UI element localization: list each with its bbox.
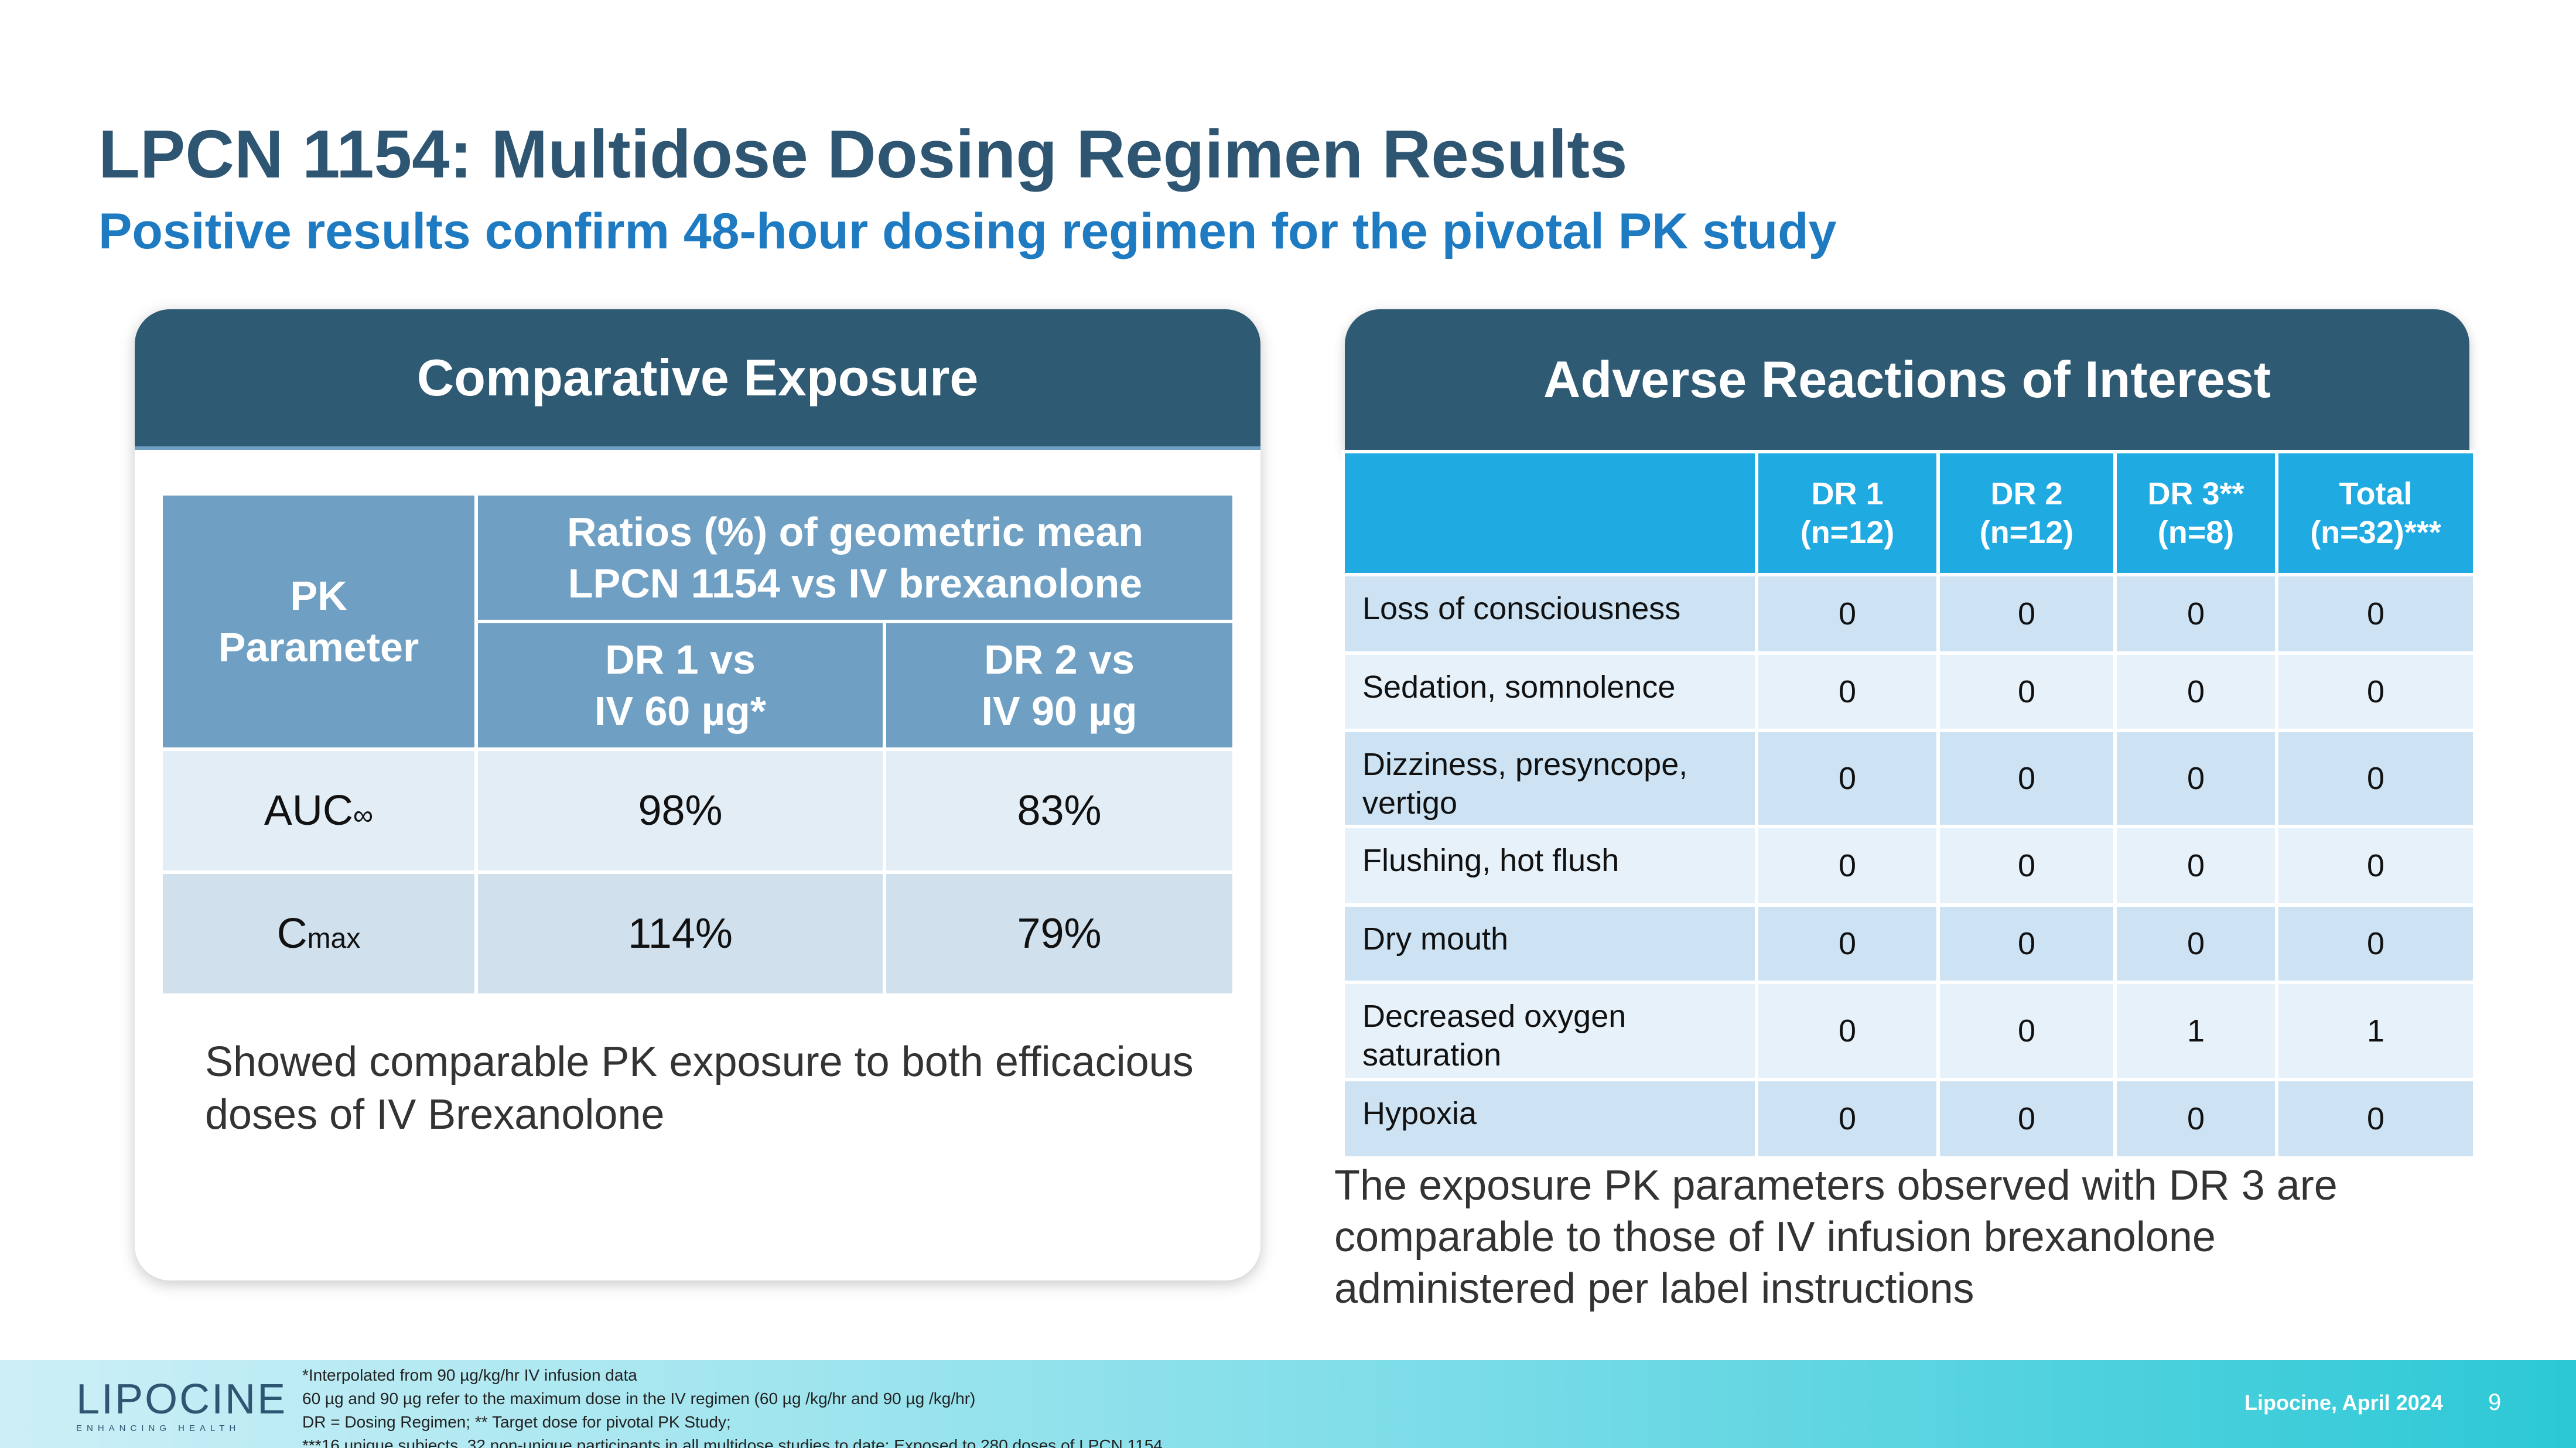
value-cell: 0 (1936, 573, 2117, 655)
value-cell: 0 (2113, 729, 2278, 828)
value-cell: 0 (1936, 903, 2117, 984)
table-row: Cmax 114% 79% (159, 870, 1236, 997)
reaction-label: Loss of consciousness (1341, 573, 1758, 655)
value-cell: 0 (1936, 1078, 2117, 1160)
table-row: Loss of consciousness 0 0 0 0 (1341, 573, 2476, 655)
value-cell: 0 (2275, 1078, 2476, 1160)
footer-date: Lipocine, April 2024 (2244, 1391, 2443, 1415)
footnotes: *Interpolated from 90 µg/kg/hr IV infusi… (302, 1364, 1708, 1448)
reaction-label: Dry mouth (1341, 903, 1758, 984)
pk-ratio-table: PK Parameter Ratios (%) of geometric mea… (159, 492, 1236, 997)
value-cell: 0 (2113, 573, 2278, 655)
value-cell: 1 (2113, 981, 2278, 1081)
footnote: ***16 unique subjects, 32 non-unique par… (302, 1436, 1163, 1448)
adverse-reactions-header: Adverse Reactions of Interest (1345, 309, 2469, 450)
param-cell: AUC∞ (159, 747, 478, 874)
value-cell: 114% (474, 870, 886, 997)
footnote: DR = Dosing Regimen; ** Target dose for … (302, 1413, 731, 1431)
logo-wordmark: LIPOCINE (76, 1376, 288, 1423)
value-cell: 0 (1755, 651, 1940, 732)
table-row: Hypoxia 0 0 0 0 (1341, 1078, 2476, 1160)
ratios-group-header: Ratios (%) of geometric mean LPCN 1154 v… (474, 492, 1236, 623)
comparative-exposure-card: Comparative Exposure PK Parameter Ratios… (135, 309, 1260, 1280)
footer-bar: LIPOCINE ENHANCING HEALTH *Interpolated … (0, 1360, 2576, 1448)
reaction-label: Flushing, hot flush (1341, 825, 1758, 907)
value-cell: 0 (2275, 903, 2476, 984)
reaction-label: Hypoxia (1341, 1078, 1758, 1160)
comparative-exposure-note: Showed comparable PK exposure to both ef… (205, 1039, 1194, 1138)
logo-tagline: ENHANCING HEALTH (76, 1423, 241, 1433)
table-row: Dizziness, presyncope, vertigo 0 0 0 0 (1341, 729, 2476, 828)
value-cell: 0 (2275, 729, 2476, 828)
adverse-reactions-table: DR 1 (n=12) DR 2 (n=12) DR 3** (n=8) Total(… (1341, 450, 2476, 1160)
col-header-dr3: DR 3** (n=8) (2113, 450, 2278, 576)
value-cell: 0 (1755, 981, 1940, 1081)
value-cell: 0 (1755, 825, 1940, 907)
dr1-header: DR 1 vs IV 60 µg* (474, 620, 886, 751)
table-row: Decreased oxygen saturation 0 0 1 1 (1341, 981, 2476, 1081)
value-cell: 0 (2275, 651, 2476, 732)
col-header-dr2: DR 2 (n=12) (1936, 450, 2117, 576)
value-cell: 0 (2113, 651, 2278, 732)
dr2-header: DR 2 vs IV 90 µg (882, 620, 1236, 751)
value-cell: 0 (1755, 903, 1940, 984)
value-cell: 0 (2275, 573, 2476, 655)
page-number: 9 (2488, 1389, 2502, 1415)
pk-parameter-header: PK Parameter (159, 492, 478, 751)
reaction-label: Dizziness, presyncope, vertigo (1341, 729, 1758, 828)
value-cell: 0 (2113, 1078, 2278, 1160)
footnote: 60 µg and 90 µg refer to the maximum dos… (302, 1389, 976, 1408)
value-cell: 1 (2275, 981, 2476, 1081)
reaction-label: Decreased oxygen saturation (1341, 981, 1758, 1081)
table-header-row: DR 1 (n=12) DR 2 (n=12) DR 3** (n=8) Total(… (1341, 450, 2476, 576)
col-header-total: Total (n=32)*** (2275, 450, 2476, 576)
value-cell: 0 (2113, 825, 2278, 907)
lipocine-logo: LIPOCINE ENHANCING HEALTH (76, 1376, 288, 1433)
value-cell: 0 (1755, 1078, 1940, 1160)
value-cell: 0 (1755, 573, 1940, 655)
table-row: AUC∞ 98% 83% (159, 747, 1236, 874)
value-cell: 98% (474, 747, 886, 874)
value-cell: 0 (1936, 825, 2117, 907)
slide-title: LPCN 1154: Multidose Dosing Regimen Resu… (98, 116, 1628, 192)
slide-subtitle: Positive results confirm 48-hour dosing … (98, 203, 1837, 259)
value-cell: 0 (1936, 729, 2117, 828)
value-cell: 0 (2113, 903, 2278, 984)
table-row: Dry mouth 0 0 0 0 (1341, 903, 2476, 984)
value-cell: 83% (882, 747, 1236, 874)
comparative-exposure-header: Comparative Exposure (135, 309, 1260, 450)
table-row: Flushing, hot flush 0 0 0 0 (1341, 825, 2476, 907)
blank-header (1341, 450, 1758, 576)
table-row: Sedation, somnolence 0 0 0 0 (1341, 651, 2476, 732)
adverse-reactions-note: The exposure PK parameters observed with… (1334, 1162, 2338, 1312)
value-cell: 79% (882, 870, 1236, 997)
footnote: *Interpolated from 90 µg/kg/hr IV infusi… (302, 1366, 637, 1384)
col-header-dr1: DR 1 (n=12) (1755, 450, 1940, 576)
reaction-label: Sedation, somnolence (1341, 651, 1758, 732)
param-cell: Cmax (159, 870, 478, 997)
value-cell: 0 (1936, 981, 2117, 1081)
value-cell: 0 (1755, 729, 1940, 828)
value-cell: 0 (1936, 651, 2117, 732)
value-cell: 0 (2275, 825, 2476, 907)
